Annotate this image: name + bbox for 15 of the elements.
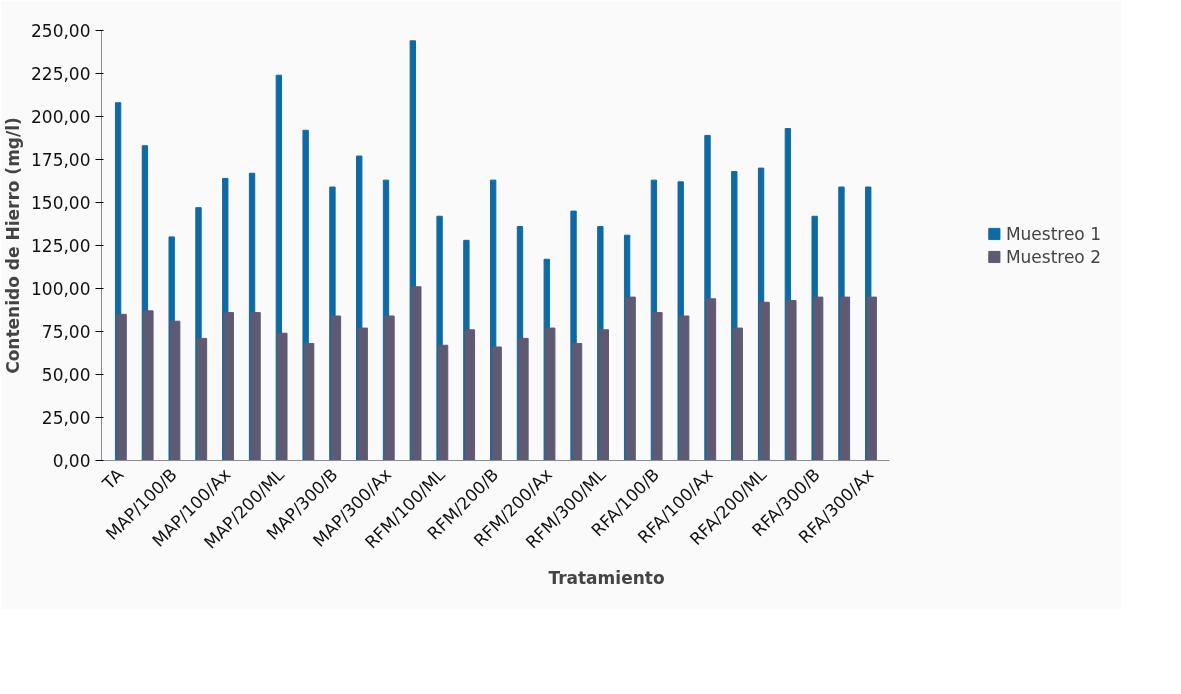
y-tick-label: 250,00 <box>31 21 91 41</box>
y-tick-label: 75,00 <box>41 322 91 342</box>
y-tick-label: 200,00 <box>31 107 91 127</box>
y-tick-label: 150,00 <box>31 193 91 213</box>
y-axis-title: Contenido de Hierro (mg/l) <box>3 117 24 374</box>
y-tick-label: 125,00 <box>31 236 91 256</box>
y-tick-label: 175,00 <box>31 150 91 170</box>
legend-label: Muestreo 1 <box>1005 223 1101 244</box>
y-tick-label: 0,00 <box>52 451 91 471</box>
legend-label: Muestreo 2 <box>1005 246 1101 267</box>
y-tick-label: 25,00 <box>41 408 91 428</box>
y-tick-label: 100,00 <box>31 279 91 299</box>
y-tick-label: 225,00 <box>31 64 91 84</box>
x-axis-title: Tratamiento <box>548 567 665 588</box>
y-tick-label: 50,00 <box>41 365 91 385</box>
